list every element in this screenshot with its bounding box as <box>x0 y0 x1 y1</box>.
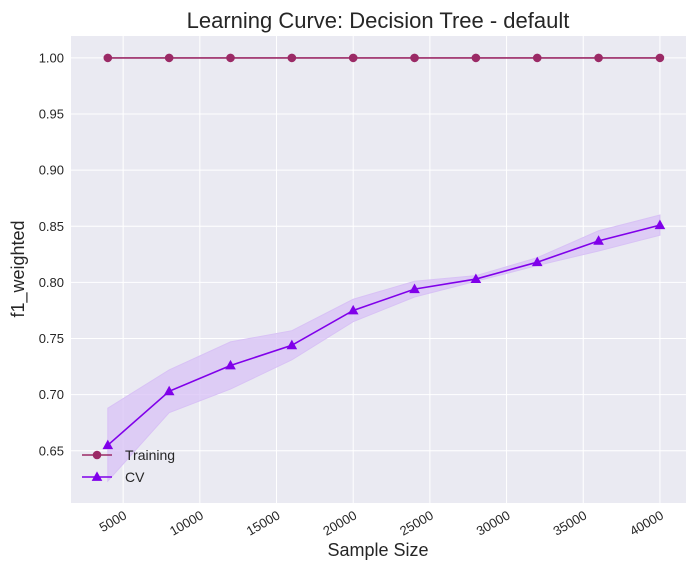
legend-training-label: Training <box>125 447 175 463</box>
x-tick-label: 10000 <box>167 508 206 539</box>
y-tick-label: 0.65 <box>39 443 64 458</box>
legend-cv-label: CV <box>125 469 145 485</box>
x-axis-label: Sample Size <box>327 540 428 560</box>
y-tick-label: 1.00 <box>39 50 64 65</box>
legend: Training CV <box>82 447 175 485</box>
cv-point <box>531 256 543 267</box>
cv-point <box>593 235 604 245</box>
training-point <box>103 53 113 63</box>
x-tick-label: 5000 <box>97 508 130 535</box>
series-lines <box>107 57 661 446</box>
cv-point <box>347 304 359 315</box>
training-point <box>410 53 419 63</box>
training-point <box>655 53 665 63</box>
training-point <box>287 53 297 63</box>
x-tick-label: 30000 <box>474 508 513 539</box>
y-tick-label: 0.85 <box>39 219 64 234</box>
cv-point <box>654 219 666 230</box>
x-tick-label: 25000 <box>397 508 436 539</box>
y-tick-label: 0.95 <box>39 107 64 122</box>
cv-point <box>102 439 114 450</box>
chart-title: Learning Curve: Decision Tree - default <box>187 8 570 33</box>
cv-confidence-band <box>107 214 661 483</box>
confidence-bands <box>107 214 661 483</box>
cv-point <box>409 283 420 294</box>
y-tick-label: 0.75 <box>39 331 64 346</box>
x-tick-label: 40000 <box>627 508 666 539</box>
x-tick-label: 15000 <box>244 508 283 539</box>
y-axis-label: f1_weighted <box>8 220 29 317</box>
training-point <box>164 53 174 63</box>
plot-area <box>71 36 686 503</box>
y-tick-labels: 0.65 0.70 0.75 0.80 0.85 0.90 0.95 1.00 <box>39 50 64 458</box>
training-point <box>348 53 358 63</box>
training-point <box>594 53 603 63</box>
legend-training-marker <box>92 450 102 460</box>
series-markers <box>102 53 666 450</box>
training-point <box>532 53 542 63</box>
training-point <box>226 53 235 63</box>
training-point <box>471 53 481 63</box>
x-tick-labels: 5000 10000 15000 20000 25000 30000 35000 40000 <box>97 508 666 539</box>
cv-point <box>470 273 482 283</box>
legend-cv-marker <box>91 471 103 481</box>
x-tick-label: 35000 <box>550 508 589 539</box>
y-tick-label: 0.80 <box>39 275 64 290</box>
cv-point <box>225 359 236 370</box>
y-tick-label: 0.90 <box>39 163 64 178</box>
cv-point <box>163 385 175 396</box>
cv-point <box>286 339 298 350</box>
y-tick-label: 0.70 <box>39 387 64 402</box>
x-tick-label: 20000 <box>320 508 359 539</box>
cv-line <box>107 224 661 446</box>
